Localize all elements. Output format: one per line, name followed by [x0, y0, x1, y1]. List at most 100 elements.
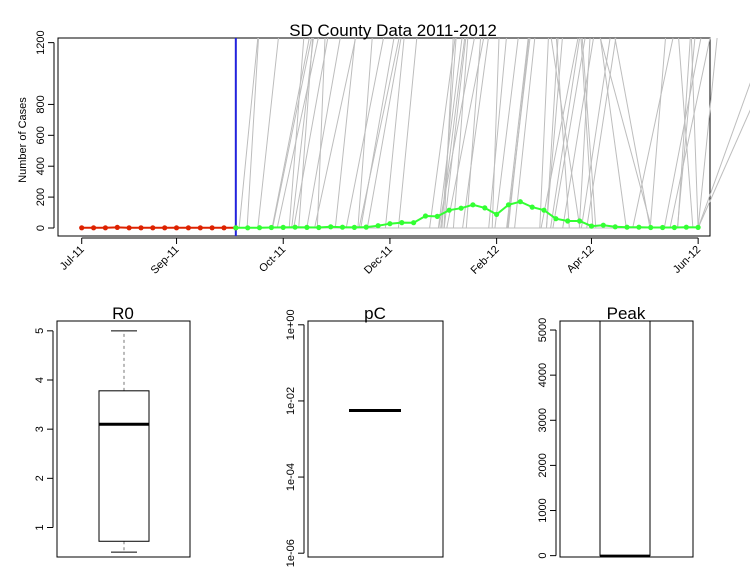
x-tick-label: Dec-11: [362, 244, 395, 277]
y-tick-label: 800: [35, 95, 47, 113]
simulation-line: [235, 37, 418, 229]
fit-period-point: [150, 225, 156, 231]
forecast-period-point: [292, 224, 298, 230]
simulation-line: [235, 37, 314, 229]
peak-boxplot-marks: 0 1000 2000 3000 4000 5000: [537, 318, 651, 559]
simulation-line: [235, 37, 357, 229]
forecast-period-point: [280, 224, 286, 230]
forecast-period-point: [541, 207, 547, 213]
simulation-lines: [235, 37, 750, 229]
simulation-line: [235, 37, 310, 229]
time-series-plot-box: [57, 37, 711, 237]
fit-period-point: [138, 225, 144, 231]
forecast-period-point: [363, 224, 369, 230]
simulation-line: [235, 37, 586, 229]
simulation-line: [235, 37, 536, 229]
forecast-period-point: [494, 211, 500, 217]
simulation-line: [599, 37, 627, 229]
forecast-period-point: [624, 224, 630, 230]
simulation-line: [235, 37, 475, 229]
simulation-line: [581, 37, 597, 229]
simulation-line: [235, 37, 312, 229]
forecast-period-point: [245, 225, 251, 231]
simulation-line: [235, 37, 356, 229]
forecast-period-point: [636, 224, 642, 230]
r0-boxplot-panel: R0 1 2 3 4 5: [34, 304, 191, 558]
forecast-period-point: [588, 223, 595, 229]
y-tick-label: 1e+00: [285, 309, 297, 340]
y-axis-label: Number of Cases: [17, 97, 29, 183]
simulation-line: [690, 37, 699, 229]
y-tick-label: 1000: [537, 498, 549, 522]
x-tick-label: Jun-12: [671, 244, 703, 276]
forecast-period-point: [565, 218, 571, 224]
y-tick-label: 1: [34, 524, 46, 530]
forecast-period-point: [671, 224, 678, 231]
simulation-line: [599, 37, 652, 229]
pc-boxplot-marks: 1e+00 1e-02 1e-04 1e-06: [285, 309, 401, 567]
forecast-period-point: [256, 225, 263, 231]
y-tick-label: 1e-02: [285, 387, 297, 415]
forecast-period-point: [660, 224, 666, 231]
y-tick-label: 5: [34, 328, 46, 334]
simulation-line: [678, 37, 694, 229]
forecast-period-point: [683, 224, 689, 230]
y-tick-label: 2: [34, 475, 46, 481]
fit-period-point: [91, 225, 97, 231]
simulation-line: [580, 37, 594, 229]
forecast-period-point: [529, 204, 535, 210]
y-tick-label: 2000: [537, 453, 549, 477]
simulation-line: [235, 37, 466, 229]
r0-plot-box: [56, 320, 191, 558]
forecast-period-point: [434, 213, 440, 219]
forecast-period-point: [351, 224, 357, 230]
simulation-line: [235, 37, 531, 229]
pc-plot-box: [307, 320, 444, 558]
chart-title: SD County Data 2011-2012: [289, 21, 497, 40]
forecast-period-point: [482, 205, 488, 211]
forecast-period-point: [233, 225, 239, 231]
simulation-line: [235, 37, 563, 229]
r0-title: R0: [112, 304, 134, 323]
forecast-period-point: [411, 220, 417, 226]
forecast-period-point: [328, 224, 334, 230]
simulation-line: [614, 37, 651, 229]
simulation-line: [235, 37, 549, 229]
y-tick-label: 600: [35, 126, 47, 144]
forecast-period-point: [612, 224, 618, 230]
simulation-line: [697, 82, 750, 229]
x-tick-label: Jul-11: [58, 244, 87, 273]
x-tick-label: Feb-12: [469, 244, 502, 277]
forecast-period-point: [505, 202, 512, 208]
forecast-period-point: [387, 221, 393, 227]
simulation-line: [235, 37, 467, 229]
simulation-line: [235, 37, 400, 229]
time-series-axes: 0 200 400 600 800 1200 Jul-11 Sep-11 Oct-11 Dec-1…: [35, 30, 703, 276]
simulation-line: [235, 37, 594, 229]
simulation-line: [235, 37, 341, 229]
forecast-period-point: [304, 224, 310, 230]
y-tick-label: 0: [35, 225, 47, 231]
simulation-line: [555, 37, 570, 229]
simulation-line: [550, 37, 581, 229]
forecast-period-line: [235, 200, 699, 229]
y-tick-label: 200: [35, 188, 47, 206]
fit-period-point: [79, 225, 85, 231]
x-tick-label: Apr-12: [565, 244, 597, 276]
fit-period-point: [126, 225, 132, 231]
simulation-line: [235, 37, 463, 229]
forecast-period-point: [553, 216, 559, 222]
x-tick-label: Oct-11: [257, 244, 288, 275]
forecast-period-point: [422, 213, 429, 219]
y-tick-label: 5000: [537, 318, 549, 342]
y-tick-label: 400: [35, 157, 47, 175]
y-tick-label: 4000: [537, 363, 549, 387]
forecast-period-point: [339, 224, 346, 230]
forecast-period-point: [648, 224, 654, 231]
forecast-period-point: [375, 223, 381, 229]
time-series-panel: 0 200 400 600 800 1200 Jul-11 Sep-11 Oct-11 Dec-1…: [17, 21, 750, 277]
pc-title: pC: [364, 304, 386, 323]
fit-period-point: [221, 225, 227, 231]
